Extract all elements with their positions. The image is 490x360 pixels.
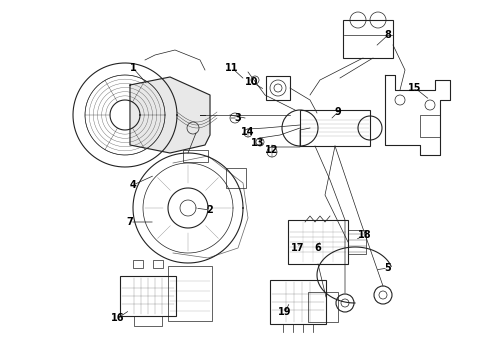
Polygon shape (130, 77, 210, 153)
Bar (420, 115, 440, 137)
Bar (226, 168, 246, 188)
Bar (168, 266, 212, 321)
Text: 11: 11 (225, 63, 239, 73)
Text: 6: 6 (315, 243, 321, 253)
Text: 2: 2 (207, 205, 213, 215)
Text: 14: 14 (241, 127, 255, 137)
Bar (270, 280, 326, 324)
Text: 4: 4 (130, 180, 136, 190)
Text: 13: 13 (251, 138, 265, 148)
Bar (153, 260, 163, 268)
Bar (134, 316, 162, 326)
Bar (183, 150, 208, 162)
Bar (120, 276, 176, 316)
Text: 18: 18 (358, 230, 372, 240)
Text: 1: 1 (130, 63, 136, 73)
Bar (266, 76, 290, 100)
Bar (343, 20, 393, 58)
Text: 12: 12 (265, 145, 279, 155)
Text: 15: 15 (408, 83, 422, 93)
Text: 10: 10 (245, 77, 259, 87)
Bar (348, 230, 366, 254)
Text: 17: 17 (291, 243, 305, 253)
Text: 9: 9 (335, 107, 342, 117)
Bar (300, 110, 370, 146)
Text: 7: 7 (126, 217, 133, 227)
Bar (133, 260, 143, 268)
Text: 8: 8 (385, 30, 392, 40)
Bar (288, 220, 348, 264)
Text: 3: 3 (235, 113, 242, 123)
Bar (308, 292, 338, 322)
Text: 19: 19 (278, 307, 292, 317)
Text: 16: 16 (111, 313, 125, 323)
Text: 5: 5 (385, 263, 392, 273)
